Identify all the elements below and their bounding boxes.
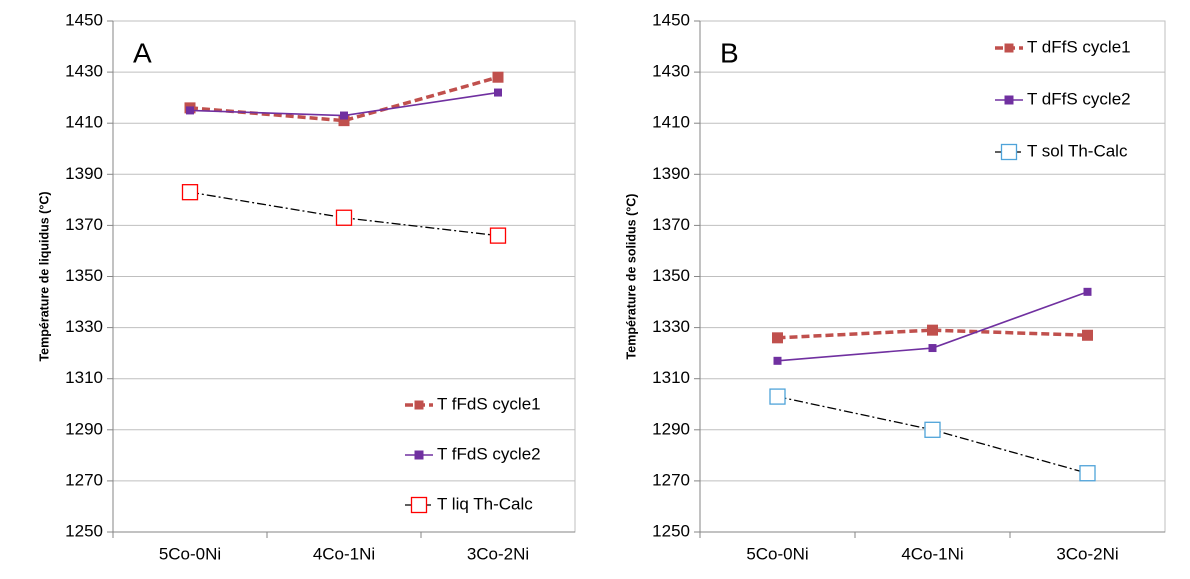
data-point: [927, 324, 938, 336]
legend-label: T fFdS cycle2: [437, 444, 541, 463]
data-point: [181, 184, 199, 201]
data-point: [769, 388, 786, 405]
y-tick-label: 1270: [652, 470, 690, 489]
data-point: [928, 344, 937, 353]
y-tick-label: 1390: [65, 164, 103, 183]
y-tick-label: 1390: [652, 164, 690, 183]
y-axis-label: Température de solidus (°C): [624, 194, 638, 360]
data-point: [924, 421, 941, 438]
y-tick-label: 1410: [65, 113, 103, 132]
y-tick-label: 1310: [65, 368, 103, 387]
legend-label: T dFfS cycle2: [1027, 89, 1131, 108]
legend-label: T fFdS cycle1: [437, 394, 541, 413]
y-tick-label: 1250: [65, 521, 103, 540]
legend-marker: [1004, 95, 1014, 105]
data-point: [1079, 465, 1096, 482]
x-tick-label: 4Co-1Ni: [901, 544, 963, 563]
legend-marker: [1000, 143, 1018, 161]
annotation: B: [720, 37, 739, 68]
data-point: [772, 332, 783, 344]
legend-label: T sol Th-Calc: [1027, 141, 1128, 160]
data-point: [489, 227, 507, 244]
y-tick-label: 1330: [65, 317, 103, 336]
annotation: A: [133, 37, 152, 68]
y-tick-label: 1330: [652, 317, 690, 336]
y-tick-label: 1410: [652, 113, 690, 132]
data-point: [340, 111, 348, 120]
legend-marker: [1004, 43, 1014, 53]
x-tick-label: 5Co-0Ni: [746, 544, 808, 563]
legend-label: T dFfS cycle1: [1027, 37, 1131, 56]
data-point: [1082, 329, 1093, 341]
data-point: [186, 106, 194, 115]
x-tick-label: 4Co-1Ni: [313, 544, 375, 563]
data-point: [1083, 287, 1092, 296]
y-tick-label: 1290: [65, 419, 103, 438]
series-line: [777, 328, 1088, 340]
y-axis-label: Température de liquidus (°C): [37, 191, 51, 361]
y-tick-label: 1310: [652, 368, 690, 387]
legend-marker: [414, 400, 424, 410]
y-tick-label: 1370: [65, 215, 103, 234]
data-point: [335, 209, 353, 226]
y-tick-label: 1450: [652, 10, 690, 29]
y-tick-label: 1270: [65, 470, 103, 489]
legend-label: T liq Th-Calc: [437, 494, 533, 513]
data-point: [773, 356, 782, 365]
y-tick-label: 1350: [652, 266, 690, 285]
data-point: [492, 71, 504, 83]
y-tick-label: 1430: [65, 62, 103, 81]
legend-marker: [410, 496, 428, 514]
data-point: [494, 88, 502, 97]
y-tick-label: 1350: [65, 266, 103, 285]
legend-marker: [414, 450, 424, 460]
x-tick-label: 5Co-0Ni: [159, 544, 221, 563]
data-point: [338, 115, 350, 127]
y-tick-label: 1290: [652, 419, 690, 438]
x-tick-label: 3Co-2Ni: [467, 544, 529, 563]
y-tick-label: 1430: [652, 62, 690, 81]
y-tick-label: 1370: [652, 215, 690, 234]
x-tick-label: 3Co-2Ni: [1056, 544, 1118, 563]
y-tick-label: 1250: [652, 521, 690, 540]
y-tick-label: 1450: [65, 10, 103, 29]
